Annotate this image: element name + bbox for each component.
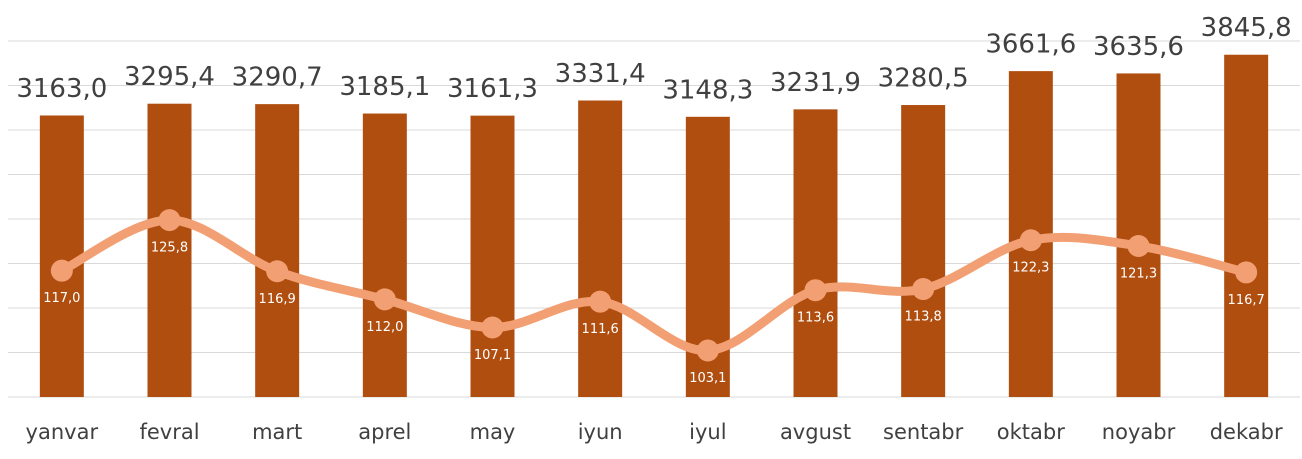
x-tick-label: avgust (780, 420, 851, 444)
bar (470, 115, 515, 398)
line-marker (1235, 261, 1258, 284)
line-marker (696, 339, 719, 362)
bar (147, 103, 192, 397)
bar-value-label: 3635,6 (1093, 32, 1184, 62)
line-value-label: 122,3 (1012, 261, 1049, 276)
line (57, 215, 1251, 355)
line-value-label: 112,0 (366, 320, 403, 335)
line-marker (1019, 229, 1042, 252)
bar (255, 104, 300, 398)
line-value-label: 116,9 (259, 292, 296, 307)
bar-value-label: 3661,6 (985, 30, 1076, 60)
bar-value-label: 3163,0 (16, 74, 107, 104)
bar (1224, 54, 1269, 397)
x-tick-label: sentabr (883, 420, 964, 444)
line-value-label: 103,1 (689, 371, 726, 386)
x-tick-label: aprel (358, 420, 411, 444)
line-value-label: 111,6 (582, 322, 619, 337)
bar (362, 113, 407, 398)
bar (39, 115, 84, 398)
bar (578, 100, 623, 397)
x-tick-label: mart (252, 420, 302, 444)
line-value-label: 107,1 (474, 348, 511, 363)
line-value-label: 125,8 (151, 241, 188, 256)
line-marker (589, 290, 612, 313)
line-marker (1127, 234, 1150, 257)
line-value-label: 117,0 (43, 291, 80, 306)
line-value-label: 116,7 (1228, 293, 1265, 308)
bar-value-label: 3161,3 (447, 74, 538, 104)
bar-value-label: 3331,4 (555, 59, 646, 89)
bar (901, 105, 946, 398)
x-tick-label: noyabr (1102, 420, 1176, 444)
x-tick-label: may (470, 420, 516, 444)
bar-value-label: 3280,5 (878, 64, 969, 94)
line-value-label: 121,3 (1120, 266, 1157, 281)
bar (793, 109, 838, 397)
line-marker (373, 288, 396, 311)
x-tick-label: iyun (578, 420, 623, 444)
line-marker (266, 260, 289, 283)
bar-value-label: 3231,9 (770, 68, 861, 98)
line-marker (158, 209, 181, 232)
x-tick-label: iyul (689, 420, 726, 444)
bar-value-label: 3290,7 (232, 63, 323, 93)
line-value-label: 113,6 (797, 311, 834, 326)
line-marker (804, 279, 827, 302)
x-tick-label: dekabr (1210, 420, 1283, 444)
line-marker (50, 259, 73, 282)
bar-value-label: 3845,8 (1201, 13, 1292, 43)
x-tick-label: fevral (139, 420, 199, 444)
line-marker (912, 278, 935, 301)
line-value-label: 113,8 (905, 310, 942, 325)
bar-value-label: 3295,4 (124, 62, 215, 92)
line-marker (481, 316, 504, 339)
x-tick-label: yanvar (26, 420, 99, 444)
x-tick-label: oktabr (997, 420, 1065, 444)
bar-value-label: 3148,3 (662, 75, 753, 105)
bar-value-label: 3185,1 (339, 72, 430, 102)
